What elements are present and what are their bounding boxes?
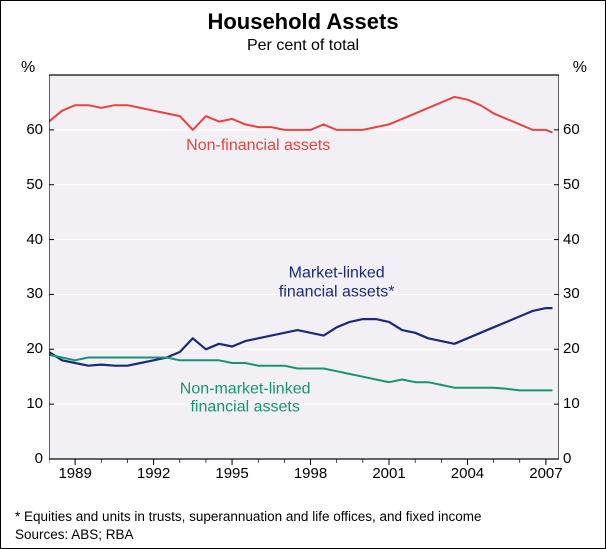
sources-text: Sources: ABS; RBA — [15, 527, 134, 542]
y-unit-right: % — [573, 59, 587, 77]
y-tick-right: 30 — [563, 285, 580, 302]
chart-subtitle: Per cent of total — [1, 37, 605, 55]
y-tick-right: 40 — [563, 231, 580, 248]
chart-container: Household Assets Per cent of total % % *… — [0, 0, 606, 549]
y-tick-left: 10 — [26, 395, 43, 412]
y-tick-left: 50 — [26, 176, 43, 193]
y-tick-left: 20 — [26, 340, 43, 357]
chart-title: Household Assets — [1, 9, 605, 35]
x-tick-label: 1992 — [137, 465, 170, 482]
footnote-text: * Equities and units in trusts, superann… — [15, 509, 482, 524]
x-tick-label: 1995 — [215, 465, 248, 482]
y-tick-right: 0 — [563, 450, 571, 467]
y-tick-left: 60 — [26, 121, 43, 138]
y-tick-right: 60 — [563, 121, 580, 138]
y-tick-left: 30 — [26, 285, 43, 302]
series-label: Non-financial assets — [186, 137, 330, 155]
x-tick-label: 1989 — [58, 465, 91, 482]
y-tick-left: 40 — [26, 231, 43, 248]
y-tick-left: 0 — [35, 450, 43, 467]
x-tick-label: 2007 — [529, 465, 562, 482]
x-tick-label: 2004 — [451, 465, 484, 482]
y-tick-right: 20 — [563, 340, 580, 357]
y-tick-right: 10 — [563, 395, 580, 412]
x-tick-label: 2001 — [372, 465, 405, 482]
x-tick-label: 1998 — [294, 465, 327, 482]
series-label: Market-linked financial assets* — [279, 265, 395, 302]
y-tick-right: 50 — [563, 176, 580, 193]
series-label: Non-market-linked financial assets — [180, 380, 311, 417]
y-unit-left: % — [21, 59, 35, 77]
